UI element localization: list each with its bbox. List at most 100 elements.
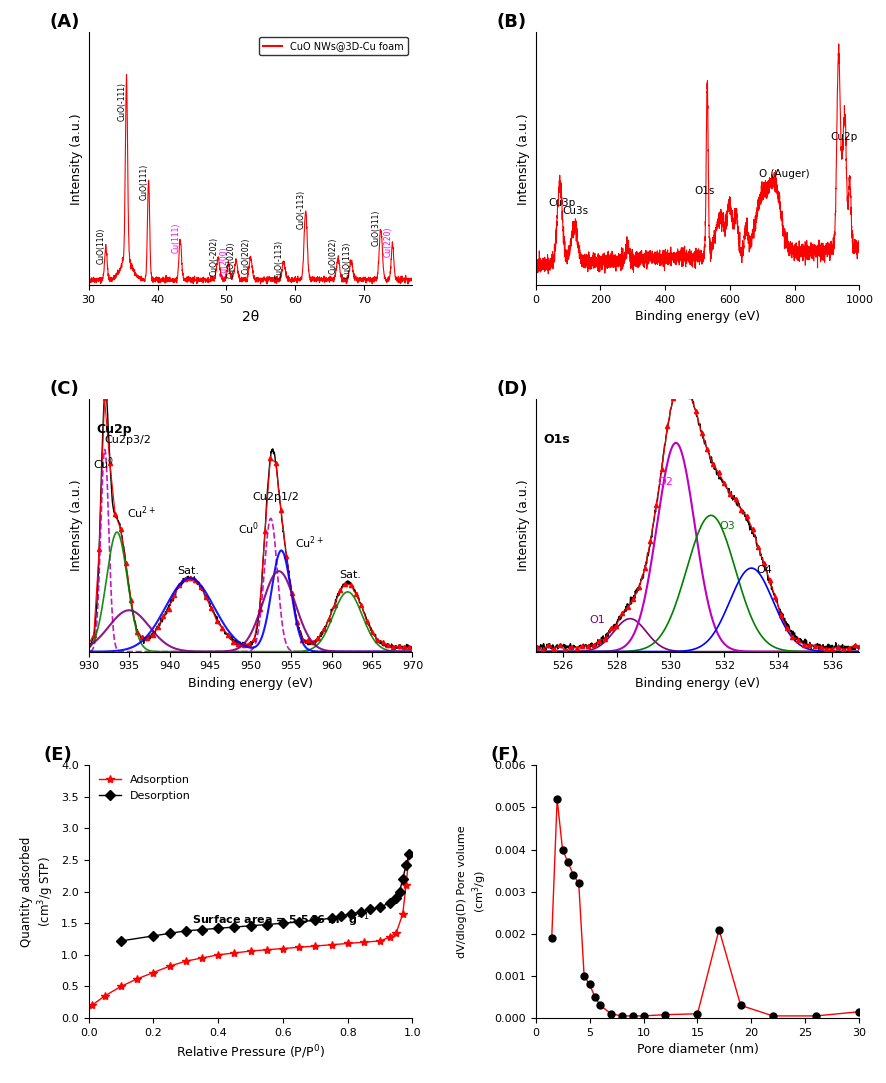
Desorption [394,885,405,898]
Adsorption [148,966,159,979]
Adsorption [375,935,385,948]
Text: O1s: O1s [544,433,571,446]
Text: Cu2p: Cu2p [97,423,132,436]
Adsorption [229,947,239,960]
Desorption [404,847,415,860]
Desorption [365,903,376,916]
Text: CuO(-202): CuO(-202) [209,237,218,276]
Desorption [164,927,175,940]
Desorption [391,891,401,904]
Desorption [398,873,408,886]
Text: O4: O4 [757,564,773,575]
Text: CuO(111): CuO(111) [140,165,149,200]
Text: Cu2p1/2: Cu2p1/2 [253,493,299,503]
Text: Cu2p3/2: Cu2p3/2 [105,435,152,445]
Legend: CuO NWs@3D-Cu foam: CuO NWs@3D-Cu foam [259,37,408,55]
Desorption [229,921,239,934]
Line: Desorption: Desorption [118,850,413,944]
Y-axis label: Intensity (a.u.): Intensity (a.u.) [517,480,530,571]
Text: CuO(311): CuO(311) [372,209,381,246]
Adsorption [277,942,288,955]
Adsorption [385,930,395,943]
Text: Cu3p: Cu3p [548,198,576,208]
Text: O2: O2 [657,477,672,486]
Text: Sat.: Sat. [178,565,199,576]
Text: CuO(-111): CuO(-111) [118,81,127,120]
Adsorption [398,908,408,921]
Desorption [197,923,207,936]
Desorption [213,922,223,935]
Desorption [261,918,272,931]
Text: CuO(113): CuO(113) [342,242,351,278]
Text: Cu2p: Cu2p [830,132,858,142]
Desorption [148,929,159,942]
Adsorption [213,949,223,962]
Desorption [294,915,305,928]
Adsorption [404,847,415,860]
Desorption [326,912,337,925]
Line: Adsorption: Adsorption [88,849,414,1009]
Text: CuO(-113): CuO(-113) [275,240,284,279]
Text: CuO(020): CuO(020) [227,242,236,278]
Y-axis label: Intensity (a.u.): Intensity (a.u.) [517,113,530,205]
Desorption [355,905,366,918]
Adsorption [197,952,207,965]
Adsorption [294,941,305,954]
Text: CuO(022): CuO(022) [329,238,338,274]
Y-axis label: dV/dlog(D) Pore volume
(cm$^3$/g): dV/dlog(D) Pore volume (cm$^3$/g) [457,825,488,958]
Adsorption [359,936,369,949]
Adsorption [87,999,97,1012]
Text: O1: O1 [589,615,605,625]
Text: O (Auger): O (Auger) [759,169,810,179]
Adsorption [326,938,337,951]
X-axis label: Binding energy (eV): Binding energy (eV) [188,677,313,690]
Desorption [116,935,127,948]
Desorption [245,919,256,932]
X-axis label: Relative Pressure (P/P$^0$): Relative Pressure (P/P$^0$) [176,1043,325,1061]
Text: Cu$^0$: Cu$^0$ [238,520,260,537]
Text: O3: O3 [719,521,734,531]
Adsorption [132,973,143,986]
Adsorption [99,990,110,1003]
Desorption [310,914,321,927]
Text: (B): (B) [497,13,527,31]
Adsorption [400,879,411,892]
Legend: Adsorption, Desorption: Adsorption, Desorption [94,771,195,806]
Desorption [375,900,385,913]
Adsorption [391,926,401,939]
Text: (A): (A) [50,13,80,31]
Adsorption [310,939,321,953]
Text: (F): (F) [490,746,519,765]
X-axis label: 2θ: 2θ [242,311,260,325]
Text: (C): (C) [50,380,80,397]
Adsorption [245,944,256,957]
Adsorption [261,943,272,956]
Y-axis label: Quantity adsorbed
(cm$^3$/g STP): Quantity adsorbed (cm$^3$/g STP) [20,836,56,947]
Desorption [181,924,191,937]
X-axis label: Pore diameter (nm): Pore diameter (nm) [636,1043,758,1056]
Text: CuO(202): CuO(202) [242,238,251,274]
Text: Cu3s: Cu3s [562,206,588,216]
Text: Cu$^0$: Cu$^0$ [93,456,114,472]
Text: CuO(-113): CuO(-113) [297,190,306,229]
Desorption [277,916,288,929]
Desorption [400,859,411,872]
Text: Sat.: Sat. [339,571,361,580]
Text: Cu(220): Cu(220) [384,226,392,257]
Text: (D): (D) [497,380,528,397]
Text: Cu$^{2+}$: Cu$^{2+}$ [128,504,157,521]
Y-axis label: Intensity (a.u.): Intensity (a.u.) [70,480,83,571]
Y-axis label: Intensity (a.u.): Intensity (a.u.) [70,113,83,205]
Text: Cu$^{2+}$: Cu$^{2+}$ [295,534,324,550]
Adsorption [181,955,191,968]
Adsorption [164,960,175,973]
Text: O1s: O1s [695,186,715,196]
Text: Cu(200): Cu(200) [220,247,229,277]
Adsorption [342,937,353,950]
Desorption [346,908,356,921]
Desorption [385,897,395,910]
Text: (E): (E) [43,746,72,765]
X-axis label: Binding energy (eV): Binding energy (eV) [635,677,760,690]
Adsorption [116,980,127,993]
Text: Cu(111): Cu(111) [171,223,180,253]
